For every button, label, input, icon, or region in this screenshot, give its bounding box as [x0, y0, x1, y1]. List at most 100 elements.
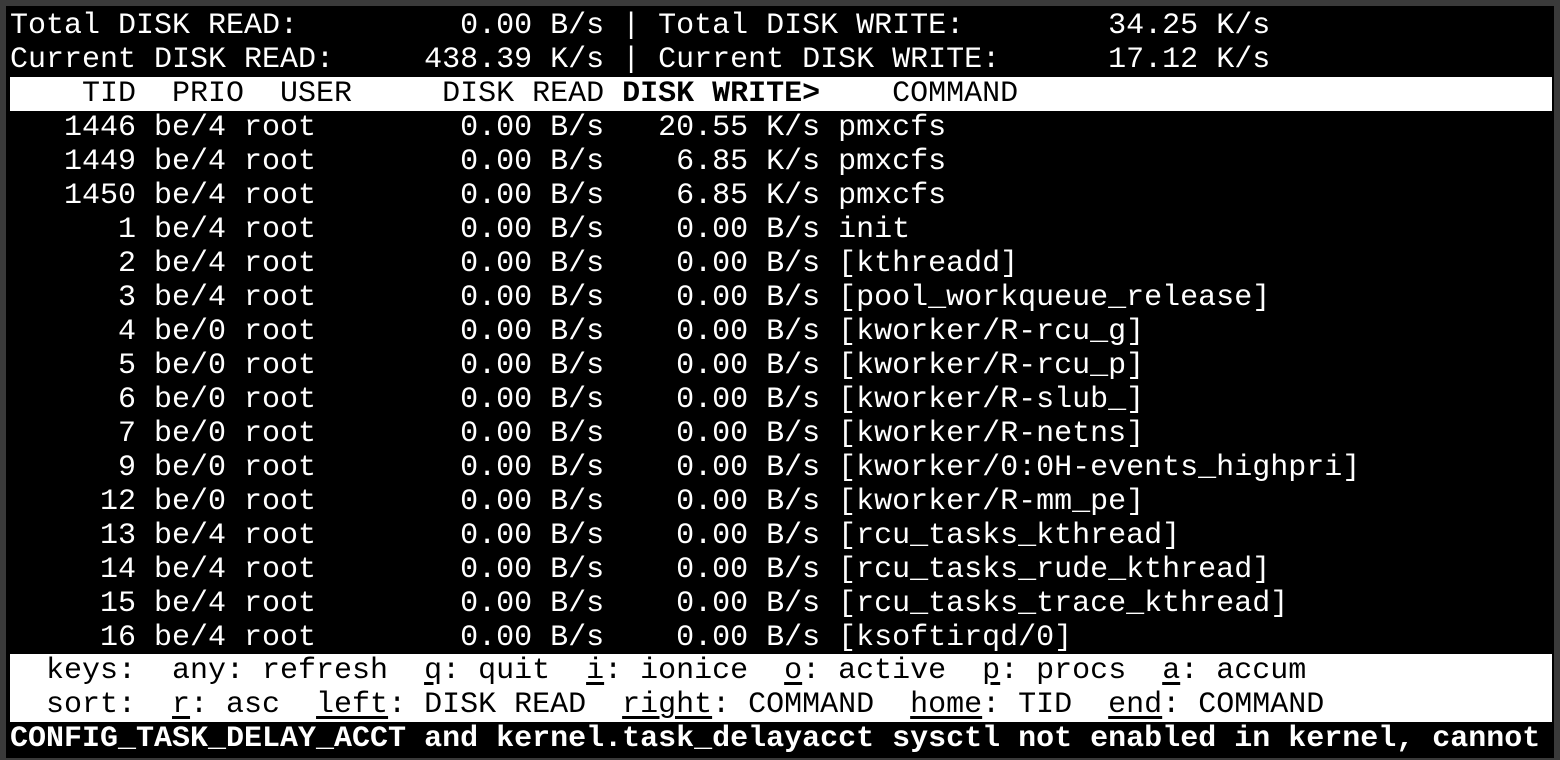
process-disk-write: 0.00 B/s	[676, 451, 821, 485]
separator: |	[622, 43, 641, 77]
process-disk-write: 6.85 K/s	[676, 179, 821, 213]
process-disk-read: 0.00 B/s	[460, 621, 605, 655]
process-disk-read: 0.00 B/s	[460, 111, 605, 145]
process-prio: be/4	[154, 247, 227, 281]
iotop-terminal[interactable]: Total DISK READ: 0.00 B/s | Total DISK W…	[6, 6, 1554, 758]
shortcut-description: : procs	[1000, 654, 1127, 688]
shortcut-a[interactable]: a: accum	[1162, 654, 1306, 688]
column-tid[interactable]: TID	[82, 77, 137, 111]
column-prio[interactable]: PRIO	[172, 77, 245, 111]
process-prio: be/4	[154, 111, 227, 145]
process-prio: be/4	[154, 179, 227, 213]
process-user: root	[244, 451, 317, 485]
process-row[interactable]: 7 be/0 root 0.00 B/s 0.00 B/s [kworker/R-netn…	[10, 417, 1554, 451]
shortcut-description: : COMMAND	[712, 688, 875, 722]
process-disk-read: 0.00 B/s	[460, 451, 605, 485]
process-disk-write: 0.00 B/s	[676, 213, 821, 247]
shortcut-q[interactable]: q: quit	[424, 654, 550, 688]
process-user: root	[244, 179, 317, 213]
process-command: init	[838, 213, 911, 247]
process-tid: 12	[100, 485, 137, 519]
process-row[interactable]: 9 be/0 root 0.00 B/s 0.00 B/s [kworker/0:0H-e…	[10, 451, 1554, 485]
process-command: [pool_workqueue_release]	[838, 281, 1271, 315]
process-prio: be/4	[154, 519, 227, 553]
process-user: root	[244, 485, 317, 519]
shortcut-key: any	[172, 654, 227, 688]
process-prio: be/4	[154, 587, 227, 621]
process-disk-read: 0.00 B/s	[460, 145, 605, 179]
shortcut-key: a	[1162, 654, 1181, 688]
process-row[interactable]: 2 be/4 root 0.00 B/s 0.00 B/s [kthreadd]	[10, 247, 1554, 281]
process-command: pmxcfs	[838, 179, 947, 213]
shortcut-end[interactable]: end: COMMAND	[1108, 688, 1324, 722]
shortcut-key: o	[784, 654, 803, 688]
shortcut-key: r	[172, 688, 191, 722]
process-row[interactable]: 13 be/4 root 0.00 B/s 0.00 B/s [rcu_tasks_kth…	[10, 519, 1554, 553]
process-disk-write: 0.00 B/s	[676, 553, 821, 587]
process-row[interactable]: 6 be/0 root 0.00 B/s 0.00 B/s [kworker/R-slub…	[10, 383, 1554, 417]
column-user[interactable]: USER	[280, 77, 353, 111]
process-disk-write: 0.00 B/s	[676, 315, 821, 349]
process-row[interactable]: 1450 be/4 root 0.00 B/s 6.85 K/s pmxcfs	[10, 179, 1554, 213]
shortcut-o[interactable]: o: active	[784, 654, 946, 688]
process-prio: be/4	[154, 281, 227, 315]
process-row[interactable]: 5 be/0 root 0.00 B/s 0.00 B/s [kworker/R-rcu_…	[10, 349, 1554, 383]
process-disk-write: 0.00 B/s	[676, 485, 821, 519]
shortcut-key: home	[910, 688, 983, 722]
process-tid: 1	[118, 213, 137, 247]
process-prio: be/0	[154, 383, 227, 417]
process-disk-read: 0.00 B/s	[460, 247, 605, 281]
shortcut-description: : asc	[190, 688, 281, 722]
process-row[interactable]: 16 be/4 root 0.00 B/s 0.00 B/s [ksoftirqd/0]	[10, 621, 1554, 655]
total-write-label: Total DISK WRITE:	[658, 9, 965, 43]
column-disk-read[interactable]: DISK READ	[442, 77, 605, 111]
shortcut-description: : accum	[1180, 654, 1307, 688]
column-command[interactable]: COMMAND	[892, 77, 1019, 111]
process-row[interactable]: 1449 be/4 root 0.00 B/s 6.85 K/s pmxcfs	[10, 145, 1554, 179]
process-row[interactable]: 1446 be/4 root 0.00 B/s 20.55 K/s pmxcfs	[10, 111, 1554, 145]
keys-label: keys:	[46, 654, 137, 688]
process-command: pmxcfs	[838, 145, 947, 179]
process-command: [rcu_tasks_rude_kthread]	[838, 553, 1271, 587]
shortcut-r[interactable]: r: asc	[172, 688, 280, 722]
shortcut-description: : active	[802, 654, 947, 688]
process-row[interactable]: 3 be/4 root 0.00 B/s 0.00 B/s [pool_workqueue…	[10, 281, 1554, 315]
process-row[interactable]: 4 be/0 root 0.00 B/s 0.00 B/s [kworker/R-rcu_…	[10, 315, 1554, 349]
process-disk-read: 0.00 B/s	[460, 485, 605, 519]
shortcut-key: left	[316, 688, 389, 722]
shortcut-i[interactable]: i: ionice	[586, 654, 748, 688]
column-disk-write-sorted[interactable]: DISK WRITE>	[622, 77, 821, 111]
shortcut-description: : quit	[442, 654, 551, 688]
process-row[interactable]: 1 be/4 root 0.00 B/s 0.00 B/s init	[10, 213, 1554, 247]
process-command: [kworker/0:0H-events_highpri]	[838, 451, 1361, 485]
process-row[interactable]: 14 be/4 root 0.00 B/s 0.00 B/s [rcu_tasks_rud…	[10, 553, 1554, 587]
process-prio: be/4	[154, 145, 227, 179]
current-io-line: Current DISK READ: 438.39 K/s | Current …	[10, 43, 1554, 77]
shortcut-p[interactable]: p: procs	[982, 654, 1126, 688]
process-command: [rcu_tasks_trace_kthread]	[838, 587, 1289, 621]
total-write-value: 34.25 K/s	[1108, 9, 1271, 43]
process-user: root	[244, 213, 317, 247]
shortcut-key: i	[586, 654, 605, 688]
shortcut-any[interactable]: any: refresh	[172, 654, 388, 688]
process-user: root	[244, 315, 317, 349]
shortcut-left[interactable]: left: DISK READ	[316, 688, 586, 722]
shortcut-right[interactable]: right: COMMAND	[622, 688, 874, 722]
process-row[interactable]: 15 be/4 root 0.00 B/s 0.00 B/s [rcu_tasks_tra…	[10, 587, 1554, 621]
total-io-line: Total DISK READ: 0.00 B/s | Total DISK W…	[10, 9, 1554, 43]
shortcut-description: : DISK READ	[388, 688, 587, 722]
process-row[interactable]: 12 be/0 root 0.00 B/s 0.00 B/s [kworker/R-mm_…	[10, 485, 1554, 519]
shortcut-description: : COMMAND	[1162, 688, 1325, 722]
process-user: root	[244, 587, 317, 621]
process-prio: be/0	[154, 315, 227, 349]
shortcut-home[interactable]: home: TID	[910, 688, 1072, 722]
column-header: TID PRIO USER DISK READ DISK WRITE> COMM…	[10, 77, 1552, 111]
process-disk-read: 0.00 B/s	[460, 281, 605, 315]
process-user: root	[244, 145, 317, 179]
current-read-label: Current DISK READ:	[10, 43, 335, 77]
process-tid: 1449	[64, 145, 137, 179]
process-command: [ksoftirqd/0]	[838, 621, 1073, 655]
process-tid: 9	[118, 451, 137, 485]
process-user: root	[244, 281, 317, 315]
process-prio: be/0	[154, 485, 227, 519]
